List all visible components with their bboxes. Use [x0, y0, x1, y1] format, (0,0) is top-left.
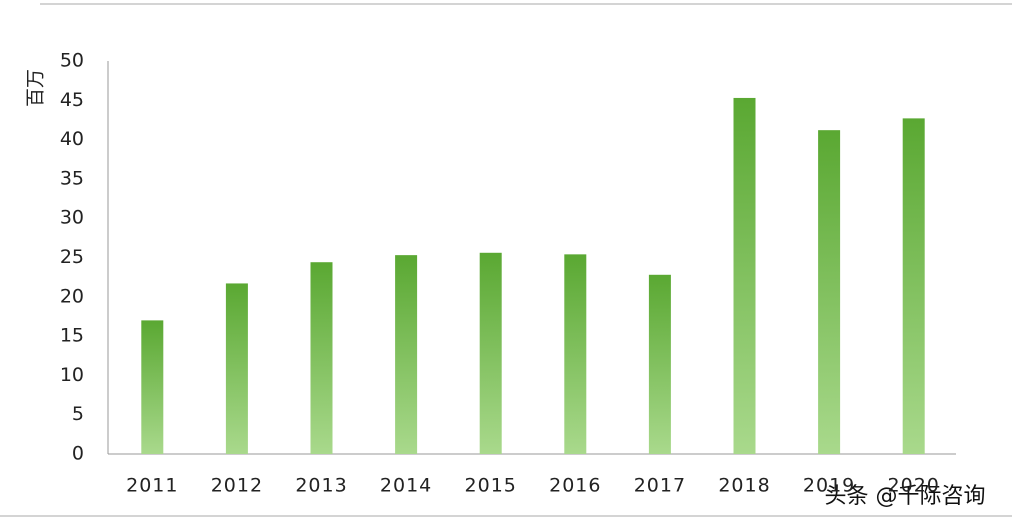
x-tick-label: 2019	[803, 475, 855, 497]
y-tick-label: 25	[60, 246, 84, 268]
bar	[648, 274, 671, 454]
y-axis-label: 百万	[25, 69, 47, 107]
x-tick-label: 2012	[211, 475, 263, 497]
x-tick-label: 2018	[718, 475, 770, 497]
bar	[479, 252, 502, 454]
bar	[733, 97, 756, 454]
x-tick-label: 2013	[295, 475, 347, 497]
bar	[818, 130, 841, 454]
x-tick-label: 2016	[549, 475, 601, 497]
x-tick-label: 2017	[634, 475, 686, 497]
y-tick-label: 50	[60, 50, 84, 72]
bar	[564, 254, 587, 454]
y-tick-label: 30	[60, 207, 84, 229]
x-tick-label: 2015	[465, 475, 517, 497]
y-tick-label: 0	[72, 443, 84, 465]
bar	[395, 255, 418, 454]
y-tick-label: 45	[60, 89, 84, 111]
x-tick-label: 2014	[380, 475, 432, 497]
bar	[310, 262, 333, 454]
y-tick-label: 5	[72, 403, 84, 425]
x-tick-label: 2011	[126, 475, 178, 497]
credit: 头条 @千际咨询	[825, 484, 986, 509]
y-tick-label: 40	[60, 128, 84, 150]
x-tick-label: 2020	[888, 475, 940, 497]
bar	[141, 320, 164, 454]
bar	[225, 283, 248, 454]
y-tick-label: 10	[60, 364, 84, 386]
y-tick-label: 35	[60, 167, 84, 189]
y-tick-label: 20	[60, 285, 84, 307]
y-tick-label: 15	[60, 325, 84, 347]
bar	[902, 118, 925, 455]
